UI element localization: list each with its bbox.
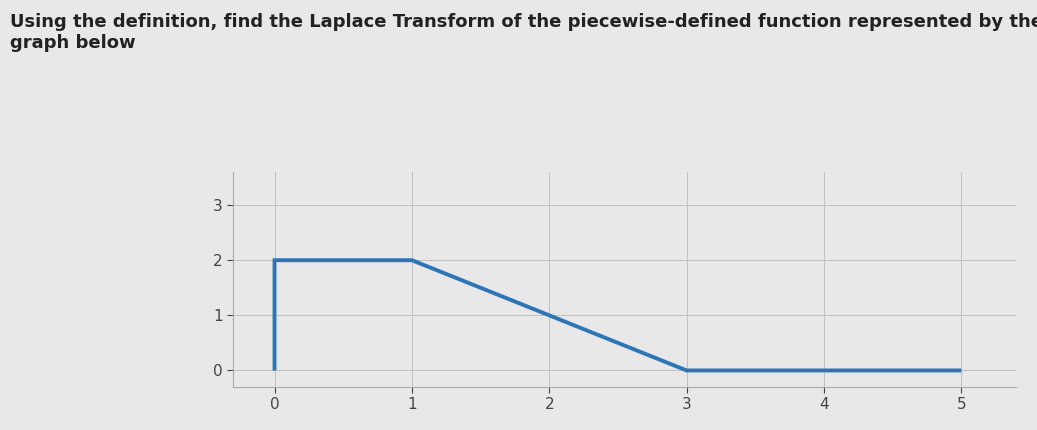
- Text: Using the definition, find the Laplace Transform of the piecewise-defined functi: Using the definition, find the Laplace T…: [10, 13, 1037, 52]
